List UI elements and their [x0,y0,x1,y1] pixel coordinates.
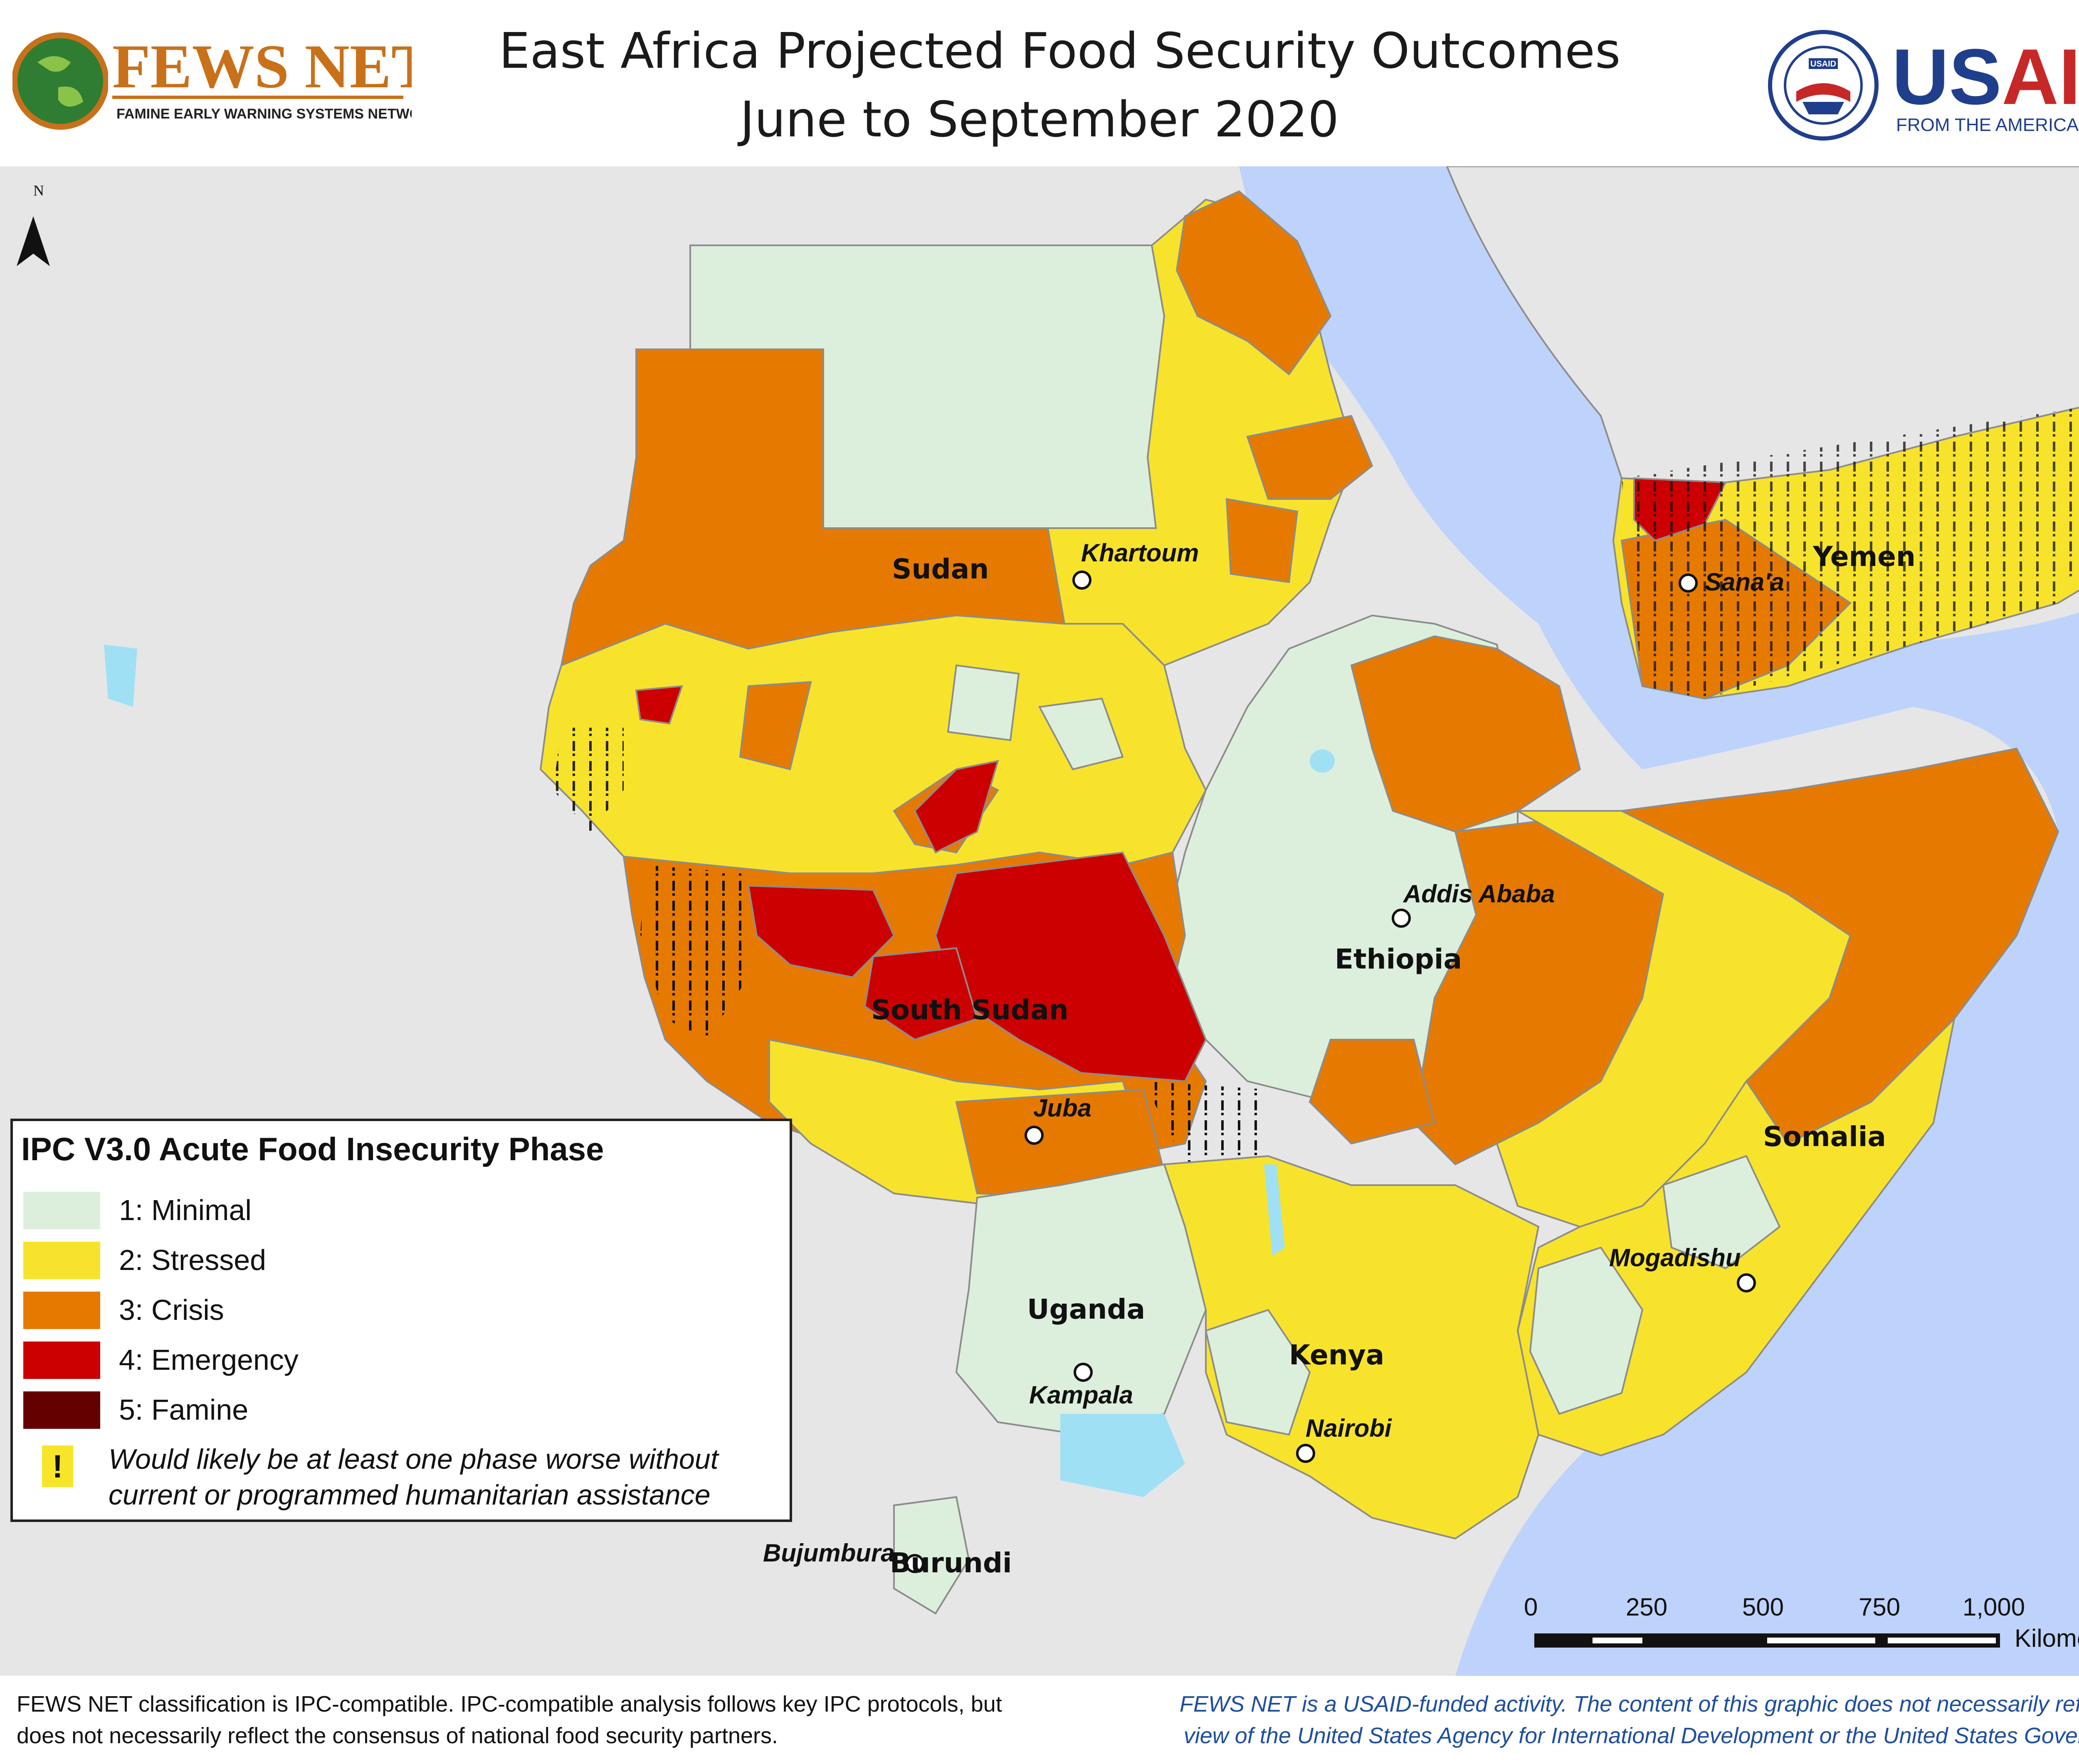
scale-tick-750: 750 [1859,1593,1901,1621]
legend-label-minimal: 1: Minimal [119,1194,252,1226]
region-emergency-darfur [635,685,683,725]
svg-text:USAID: USAID [1810,59,1836,69]
lake-turkana [1264,1164,1285,1256]
footer-disclaimer-usaid: FEWS NET is a USAID-funded activity. The… [1179,1692,2079,1748]
label-addis-ababa: Addis Ababa [1403,880,1555,908]
label-south-sudan: South Sudan [871,994,1069,1026]
legend-label-famine: 5: Famine [119,1393,249,1426]
legend-swatch-stressed [23,1242,100,1279]
scale-unit: Kilometers [2015,1624,2079,1652]
legend-swatch-emergency [23,1342,100,1379]
city-markers [905,571,1756,1573]
label-nairobi: Nairobi [1306,1414,1392,1442]
legend-assistance-note: Would likely be at least one phase worse… [109,1443,719,1511]
legend-title: IPC V3.0 Acute Food Insecurity Phase [21,1131,604,1167]
lake-tana [1310,749,1335,773]
legend: IPC V3.0 Acute Food Insecurity Phase 1: … [10,1119,792,1522]
label-kenya: Kenya [1289,1339,1385,1371]
ocean [1239,166,2079,1676]
scale-tick-250: 250 [1626,1593,1668,1621]
region-crisis-afar [1350,635,1581,833]
label-uganda: Uganda [1027,1293,1146,1325]
lake-victoria [1060,1414,1185,1497]
region-stressed-kenya [1163,1155,1540,1540]
title-line-1: East Africa Projected Food Security Outc… [499,22,1621,79]
footer-disclaimer-ipc: FEWS NET classification is IPC-compatibl… [17,1692,1002,1748]
fews-net-logo: FEWS NET FAMINE EARLY WARNING SYSTEMS NE… [12,32,412,130]
label-juba: Juba [1033,1094,1092,1122]
label-yemen: Yemen [1813,541,1916,573]
map-title: East Africa Projected Food Security Outc… [499,17,1621,154]
scale-bar [1534,1633,2000,1648]
label-ethiopia: Ethiopia [1335,943,1462,975]
lake-chad [104,645,137,707]
exclamation-icon: ! [42,1445,73,1487]
label-khartoum: Khartoum [1081,539,1199,567]
legend-swatch-minimal [23,1192,100,1229]
header: FEWS NET FAMINE EARLY WARNING SYSTEMS NE… [0,0,2079,166]
label-burundi: Burundi [890,1547,1012,1579]
legend-label-stressed: 2: Stressed [119,1244,267,1276]
label-somalia: Somalia [1763,1121,1886,1153]
north-arrow-icon [17,216,50,266]
region-emergency-upper-nile [747,884,895,978]
scale-tick-500: 500 [1742,1593,1784,1621]
label-bujumbura: Bujumbura [763,1539,895,1567]
label-sanaa: Sana'a [1705,568,1785,596]
usaid-wordmark: USAID [1892,33,2079,121]
title-line-2: June to September 2020 [740,91,1339,148]
legend-label-crisis: 3: Crisis [119,1294,224,1326]
north-label: N [33,182,44,199]
legend-swatch-crisis [23,1292,100,1329]
region-minimal-burundi [893,1496,970,1615]
legend-swatch-famine [23,1391,100,1429]
globe-icon [12,32,109,130]
scale-tick-1000: 1,000 [1963,1593,2025,1621]
label-mogadishu: Mogadishu [1609,1244,1741,1272]
fews-logo-subtitle: FAMINE EARLY WARNING SYSTEMS NETWORK [116,106,412,122]
fews-logo-text: FEWS NET [112,32,412,101]
legend-label-emergency: 4: Emergency [119,1344,299,1376]
scale-tick-0: 0 [1524,1593,1538,1621]
label-kampala: Kampala [1029,1381,1133,1409]
region-crisis-red-sea [1175,190,1332,376]
label-sudan: Sudan [892,553,989,585]
